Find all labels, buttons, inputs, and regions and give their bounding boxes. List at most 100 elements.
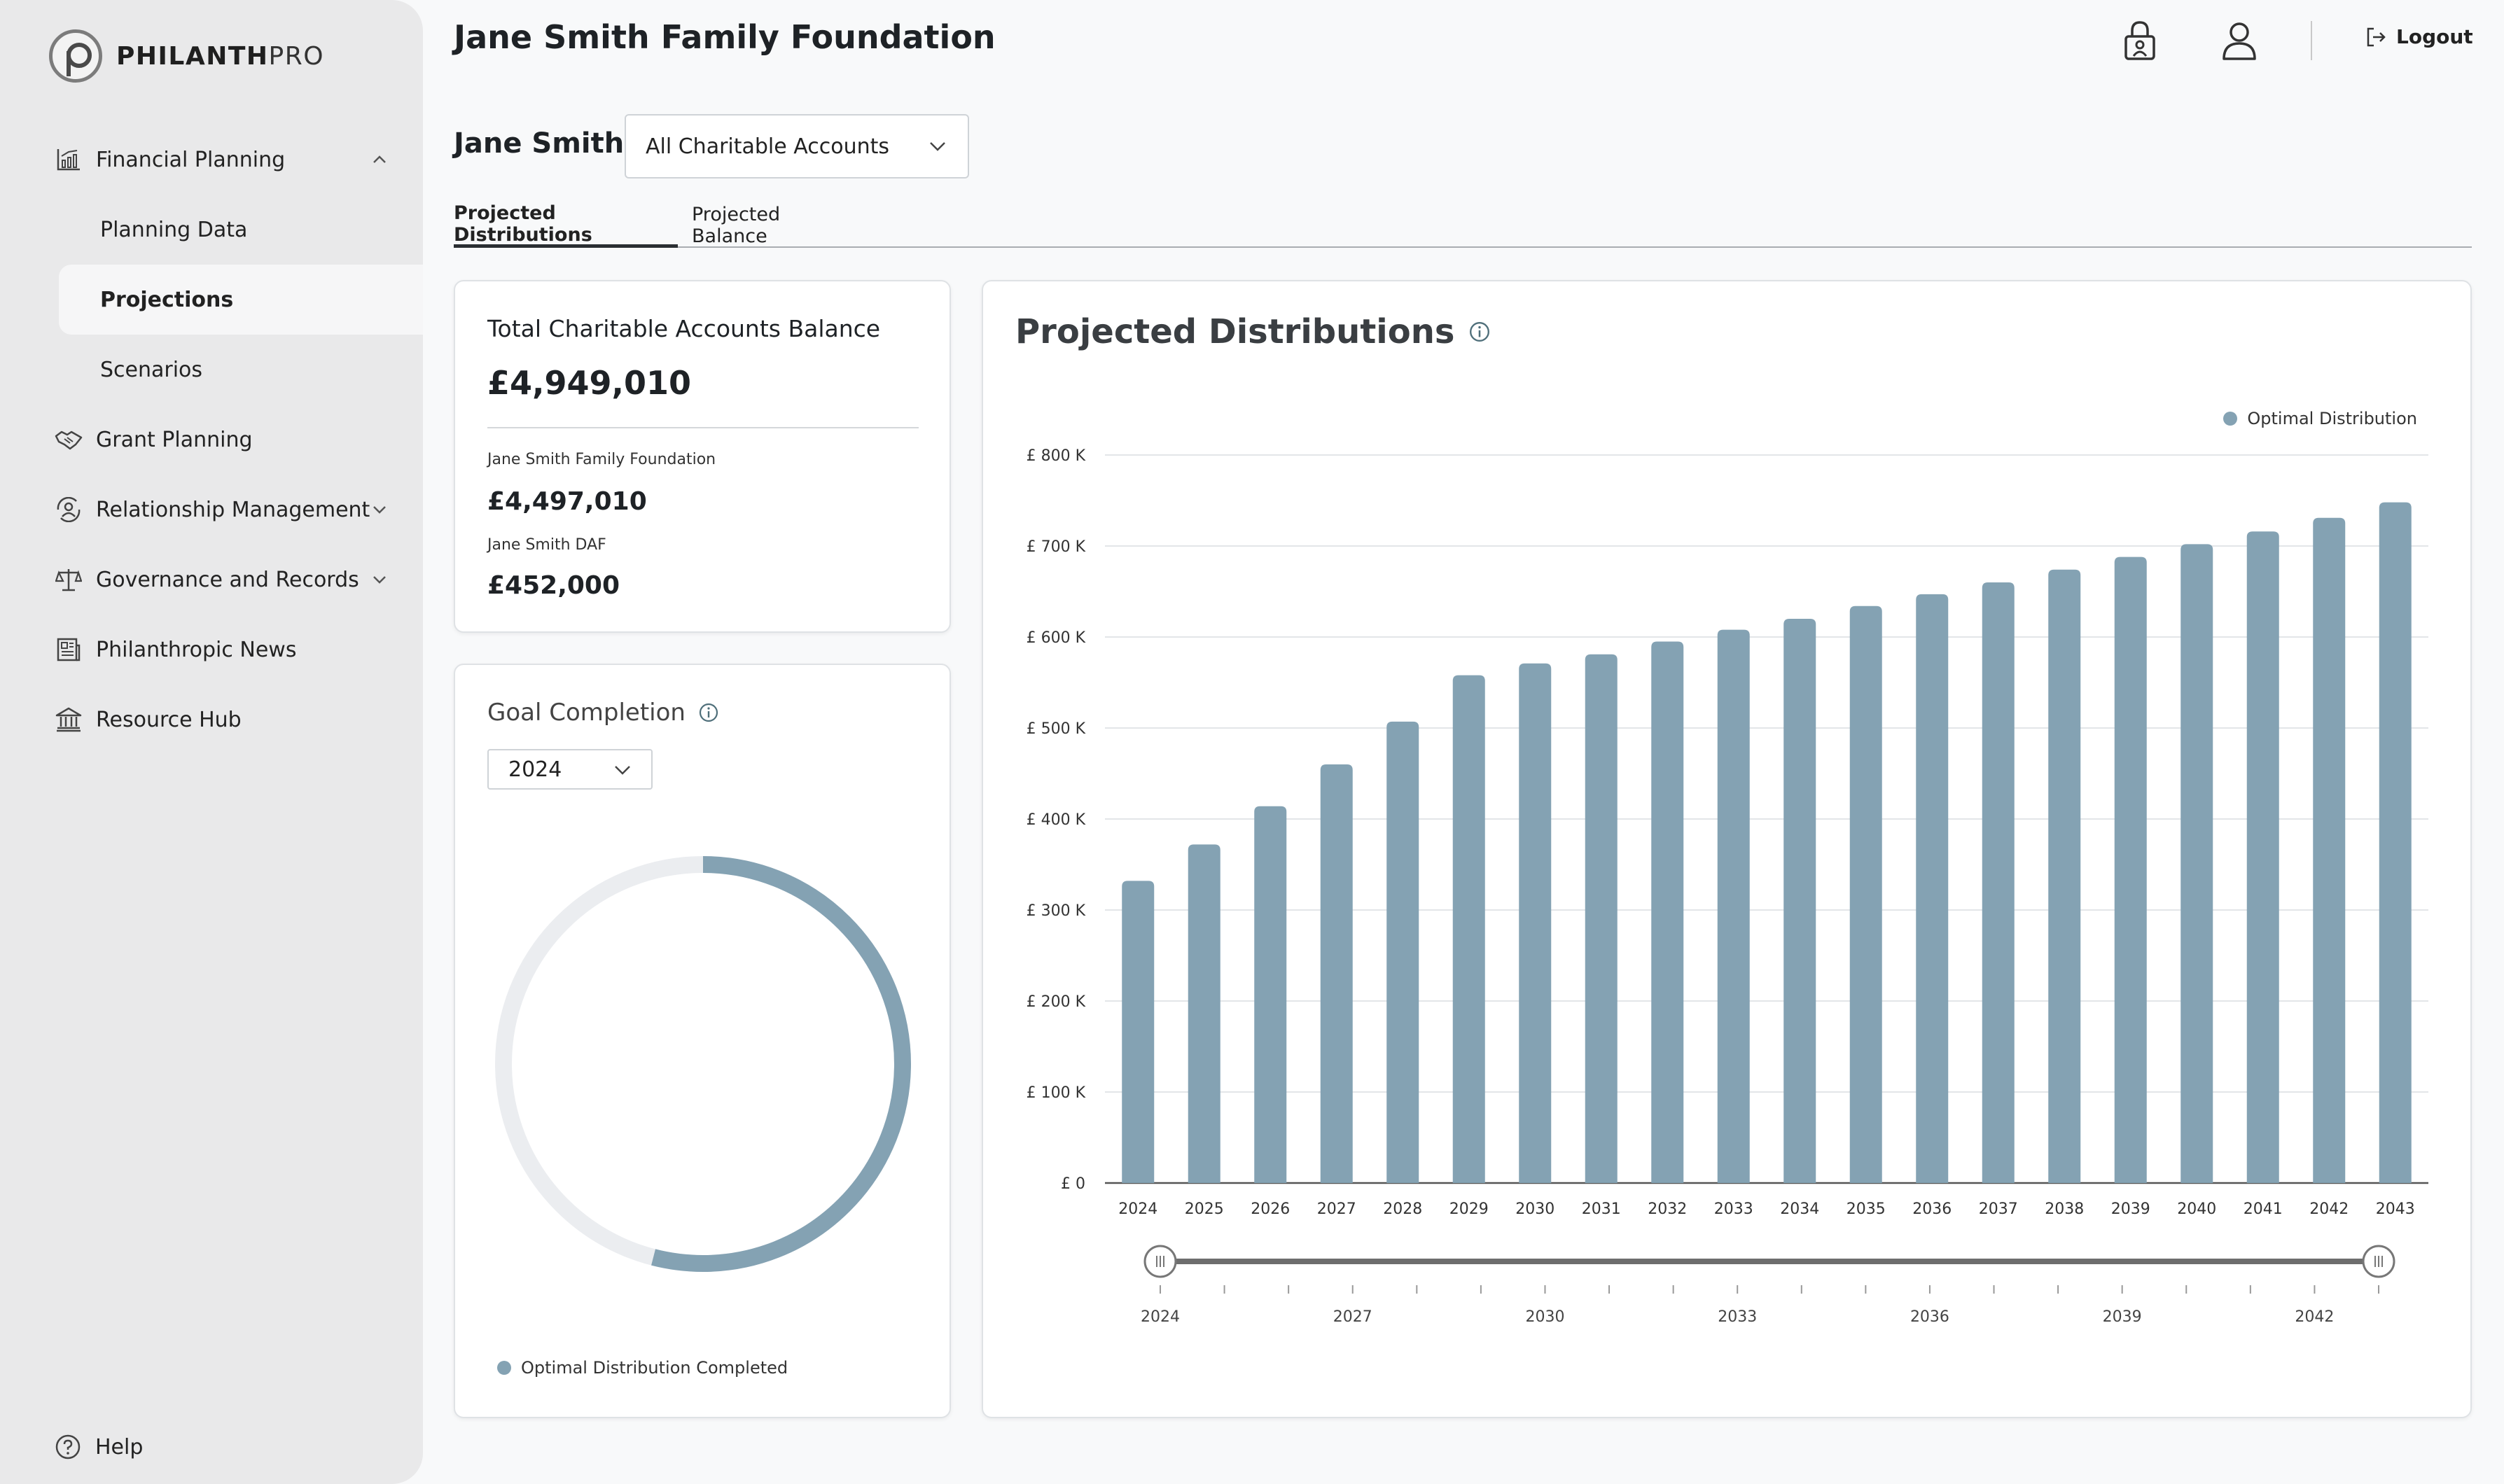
- x-tick-label: 2026: [1251, 1200, 1290, 1218]
- bar: [1519, 663, 1552, 1183]
- sidebar-subitem-label: Scenarios: [100, 357, 203, 382]
- bar: [1783, 619, 1816, 1183]
- account-name: Jane Smith DAF: [487, 536, 606, 554]
- account-balance: £4,497,010: [487, 487, 647, 516]
- chevron-down-icon[interactable]: [370, 570, 389, 589]
- range-slider-label: 2039: [2103, 1308, 2142, 1326]
- bar: [1188, 844, 1220, 1183]
- bar: [2180, 544, 2213, 1183]
- x-tick-label: 2030: [1515, 1200, 1554, 1218]
- chart-title: Projected Distributions: [1015, 312, 1491, 351]
- bar: [1122, 881, 1155, 1183]
- people-cycle-icon: [55, 496, 83, 524]
- x-tick-label: 2034: [1780, 1200, 1819, 1218]
- goal-legend-label: Optimal Distribution Completed: [521, 1358, 788, 1378]
- legend-dot: [2223, 412, 2238, 426]
- sidebar-item-governance-and-records[interactable]: Governance and Records: [0, 545, 423, 615]
- help-icon: [55, 1434, 81, 1460]
- x-tick-label: 2025: [1185, 1200, 1224, 1218]
- x-tick-label: 2032: [1648, 1200, 1687, 1218]
- sidebar-item-financial-planning[interactable]: Financial Planning: [0, 125, 423, 195]
- x-tick-label: 2041: [2244, 1200, 2283, 1218]
- bar: [1254, 806, 1287, 1183]
- bar: [2246, 531, 2279, 1183]
- chart-icon: [55, 146, 83, 174]
- chevron-down-icon[interactable]: [370, 500, 389, 519]
- x-tick-label: 2038: [2045, 1200, 2084, 1218]
- bar: [1585, 654, 1618, 1183]
- year-select-value: 2024: [508, 757, 562, 782]
- y-tick-label: £ 800 K: [1027, 447, 1086, 465]
- bar: [1982, 582, 2015, 1183]
- legend-dot: [497, 1361, 511, 1375]
- range-slider-label: 2024: [1141, 1308, 1180, 1326]
- y-tick-label: £ 0: [1061, 1175, 1085, 1193]
- newspaper-icon: [55, 636, 83, 664]
- brand-logo[interactable]: PHILANTHPRO: [49, 29, 324, 83]
- sidebar-subitem-scenarios[interactable]: Scenarios: [59, 335, 423, 405]
- y-tick-label: £ 300 K: [1027, 902, 1086, 920]
- year-select[interactable]: 2024: [487, 749, 653, 790]
- sidebar-subitem-label: Planning Data: [100, 217, 248, 242]
- range-slider-label: 2030: [1525, 1308, 1564, 1326]
- y-tick-label: £ 500 K: [1027, 720, 1086, 738]
- bar: [2048, 569, 2081, 1183]
- sidebar-subitem-planning-data[interactable]: Planning Data: [59, 195, 423, 265]
- y-tick-label: £ 700 K: [1027, 538, 1086, 556]
- sidebar-item-philanthropic-news[interactable]: Philanthropic News: [0, 615, 423, 685]
- handshake-icon: [55, 426, 83, 454]
- chevron-up-icon[interactable]: [370, 150, 389, 169]
- x-tick-label: 2035: [1846, 1200, 1886, 1218]
- sidebar-item-label: Resource Hub: [96, 707, 242, 732]
- sidebar-item-grant-planning[interactable]: Grant Planning: [0, 405, 423, 475]
- bar: [1849, 606, 1882, 1183]
- donut-progress-arc: [495, 856, 911, 1272]
- divider: [487, 427, 919, 428]
- brand-mark-icon: [49, 29, 102, 83]
- sidebar-item-relationship-management[interactable]: Relationship Management: [0, 475, 423, 545]
- bar: [1717, 629, 1750, 1183]
- sidebar-item-resource-hub[interactable]: Resource Hub: [0, 685, 423, 755]
- range-slider-label: 2027: [1333, 1308, 1372, 1326]
- bar: [1916, 594, 1949, 1183]
- logout-icon: [2367, 27, 2386, 46]
- info-icon[interactable]: [698, 702, 719, 723]
- x-tick-label: 2042: [2309, 1200, 2349, 1218]
- help-label: Help: [95, 1434, 144, 1460]
- y-tick-label: £ 400 K: [1027, 811, 1086, 829]
- balance-card: Total Charitable Accounts Balance £4,949…: [454, 280, 951, 633]
- person-name: Jane Smith: [454, 127, 625, 160]
- info-icon[interactable]: [1468, 321, 1491, 343]
- tab-projected-distributions[interactable]: Projected Distributions: [454, 202, 678, 248]
- account-balance: £452,000: [487, 571, 620, 600]
- goal-legend: Optimal Distribution Completed: [497, 1358, 788, 1378]
- help-link[interactable]: Help: [55, 1434, 143, 1460]
- goal-donut-chart: [495, 856, 911, 1272]
- user-profile-icon[interactable]: [2218, 18, 2260, 63]
- projected-distributions-chart: £ 0 £ 100 K £ 200 K £ 300 K £ 400 K £ 500 K £ …: [1027, 447, 2428, 1326]
- logout-button[interactable]: Logout: [2365, 25, 2473, 48]
- account-select[interactable]: All Charitable Accounts: [625, 114, 969, 178]
- chevron-down-icon: [615, 766, 630, 775]
- sidebar-item-label: Relationship Management: [96, 497, 370, 522]
- tab-projected-balance[interactable]: Projected Balance: [692, 204, 781, 247]
- x-tick-label: 2028: [1383, 1200, 1422, 1218]
- x-tick-label: 2027: [1317, 1200, 1356, 1218]
- y-tick-label: £ 600 K: [1027, 629, 1086, 647]
- sidebar-item-label: Financial Planning: [96, 147, 286, 172]
- lock-user-icon[interactable]: [2119, 18, 2161, 63]
- balance-card-title: Total Charitable Accounts Balance: [487, 315, 881, 342]
- page-title: Jane Smith Family Foundation: [454, 18, 996, 56]
- bar: [1452, 675, 1485, 1183]
- x-tick-label: 2036: [1912, 1200, 1952, 1218]
- tab-bar: Projected Distributions Projected Balanc…: [454, 202, 2472, 248]
- x-tick-label: 2024: [1118, 1200, 1157, 1218]
- bar: [1320, 764, 1353, 1183]
- logout-label: Logout: [2396, 25, 2473, 48]
- y-tick-label: £ 200 K: [1027, 993, 1086, 1011]
- sidebar-item-label: Philanthropic News: [96, 637, 297, 662]
- account-name: Jane Smith Family Foundation: [487, 451, 716, 468]
- sidebar-subitem-projections[interactable]: Projections: [59, 265, 423, 335]
- balance-total: £4,949,010: [487, 364, 692, 402]
- sidebar-item-label: Grant Planning: [96, 427, 253, 452]
